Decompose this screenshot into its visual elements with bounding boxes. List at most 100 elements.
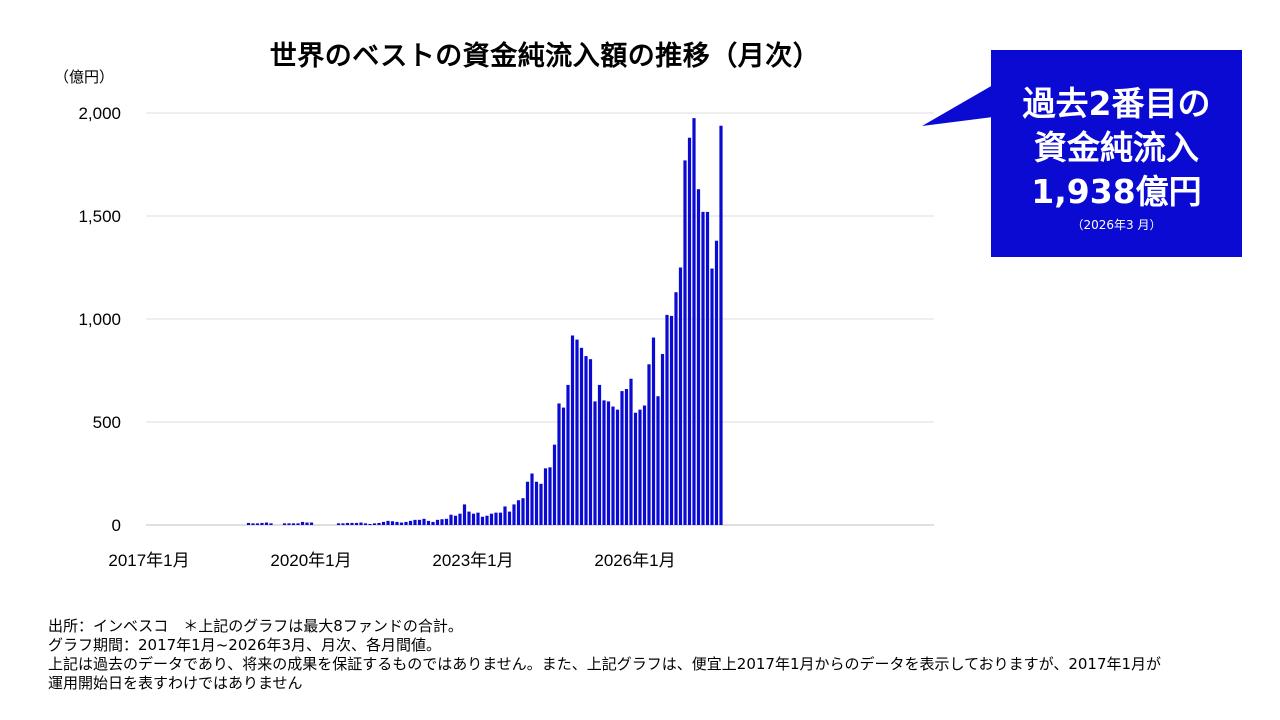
bar xyxy=(656,396,660,525)
footnote-period: グラフ期間：2017年1月~2026年3月、月次、各月間値。 xyxy=(48,636,442,654)
bar xyxy=(395,521,399,525)
bar xyxy=(291,523,296,525)
bar xyxy=(521,498,525,525)
chart-title: 世界のベストの資金純流入額の推移（月次） xyxy=(269,41,821,72)
bar xyxy=(548,467,552,525)
bar xyxy=(696,189,701,525)
y-tick-label: 2,000 xyxy=(78,104,121,123)
bar xyxy=(543,468,548,525)
gridlines xyxy=(146,112,934,526)
axes: 0 500 1,000 1,500 2,000 2017年1月 2020年1月 2023年1月… xyxy=(78,104,675,570)
bar xyxy=(575,339,579,525)
bar xyxy=(458,513,462,525)
callout-box: 過去2番目の 資金純流入 1,938億円 （2026年3 月） xyxy=(991,50,1242,257)
bar xyxy=(489,513,494,525)
bar xyxy=(552,444,557,525)
bar xyxy=(539,483,543,525)
bar xyxy=(584,356,588,525)
bar xyxy=(606,401,611,525)
callout-pointer xyxy=(922,85,993,126)
bar xyxy=(512,504,516,525)
bar xyxy=(444,518,449,525)
bar xyxy=(651,337,656,525)
x-tick-label: 2026年1月 xyxy=(594,551,675,570)
y-tick-label: 1,000 xyxy=(78,310,121,329)
bar xyxy=(435,519,440,525)
bar xyxy=(710,268,714,525)
bar xyxy=(498,512,503,525)
footnotes: 出所：インベスコ ＊上記のグラフは最大8ファンドの合計。 グラフ期間：2017年… xyxy=(48,617,1248,693)
bar xyxy=(525,481,530,525)
bar xyxy=(660,354,665,525)
bars xyxy=(246,118,723,526)
bar xyxy=(345,522,350,525)
bar xyxy=(300,521,305,525)
bar xyxy=(665,314,669,525)
footnote-source: 出所：インベスコ ＊上記のグラフは最大8ファンドの合計。 xyxy=(48,617,463,635)
bar xyxy=(705,211,710,525)
bar xyxy=(719,125,723,526)
bar xyxy=(579,347,584,525)
bar xyxy=(467,511,471,525)
bar xyxy=(431,521,435,525)
bar xyxy=(413,519,417,525)
bar xyxy=(440,519,444,525)
bar xyxy=(516,500,521,525)
bar xyxy=(503,506,507,525)
bar xyxy=(386,520,390,525)
bar xyxy=(683,160,687,525)
bar xyxy=(620,391,624,525)
callout-line-1: 過去2番目の xyxy=(1022,84,1211,123)
callout-value: 1,938億円 xyxy=(1031,172,1202,211)
bar xyxy=(638,409,642,525)
bar xyxy=(260,522,264,525)
bar xyxy=(309,522,314,525)
bar xyxy=(701,211,705,525)
bar xyxy=(287,523,291,525)
bar xyxy=(368,523,372,525)
bar xyxy=(251,523,255,525)
bar xyxy=(674,292,678,525)
bar xyxy=(422,518,426,525)
bar xyxy=(359,522,363,525)
bar xyxy=(687,137,692,525)
bar xyxy=(678,267,683,525)
bar xyxy=(692,118,696,526)
bar xyxy=(449,514,453,525)
bar xyxy=(476,512,480,525)
x-tick-label: 2020年1月 xyxy=(270,551,351,570)
bar xyxy=(341,523,345,525)
bar xyxy=(615,409,620,525)
bar xyxy=(246,522,251,525)
bar xyxy=(633,412,638,525)
bar xyxy=(593,401,597,525)
bar xyxy=(377,522,381,525)
bar xyxy=(642,405,647,525)
y-axis-unit-label: （億円） xyxy=(54,68,115,86)
bar xyxy=(255,523,260,525)
y-tick-label: 500 xyxy=(93,413,121,432)
bar xyxy=(336,523,341,525)
bar xyxy=(350,522,354,525)
bar xyxy=(557,403,561,525)
y-tick-label: 1,500 xyxy=(78,207,121,226)
bar xyxy=(669,315,674,525)
bar xyxy=(494,512,498,525)
bar xyxy=(570,335,575,525)
bar xyxy=(597,384,602,525)
bar xyxy=(426,520,431,525)
footnote-disclaimer-1: 上記は過去のデータであり、将来の成果を保証するものではありません。また、上記グラ… xyxy=(48,655,1162,673)
bar xyxy=(647,364,651,525)
bar xyxy=(296,523,300,525)
bar xyxy=(305,522,309,525)
bar xyxy=(269,523,273,525)
y-tick-label: 0 xyxy=(112,516,121,535)
bar xyxy=(462,504,467,525)
bar xyxy=(381,521,386,525)
bar xyxy=(714,240,719,525)
bar xyxy=(507,511,512,525)
bar xyxy=(588,359,593,525)
bar xyxy=(561,407,566,525)
bar xyxy=(530,473,534,525)
